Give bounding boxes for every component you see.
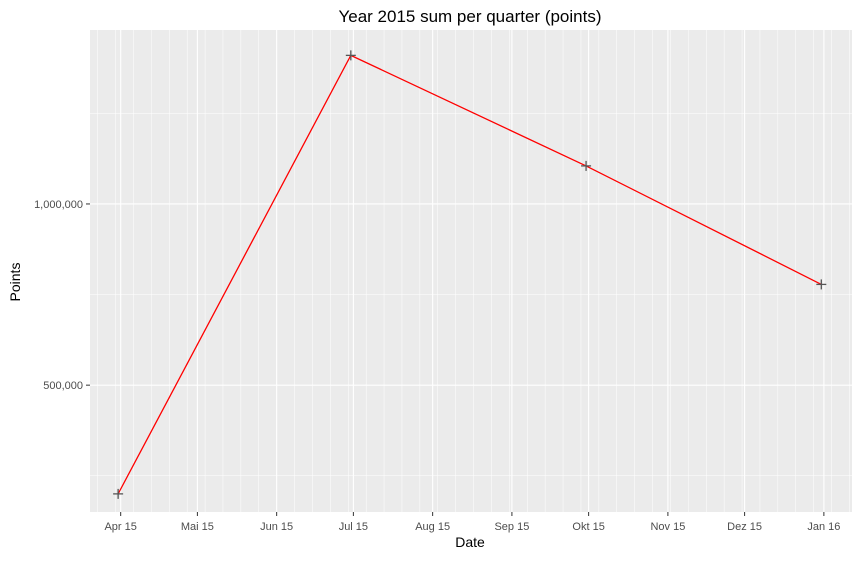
y-axis-label: Points: [7, 263, 23, 302]
x-tick-label: Jul 15: [339, 521, 368, 533]
y-tick-label: 1,000,000: [34, 199, 83, 211]
x-axis: Apr 15 Mai 15 Jun 15 Jul 15 Aug 15 Sep 15 Okt …: [104, 512, 840, 533]
data-point-marker: [816, 279, 827, 290]
chart-title: Year 2015 sum per quarter (points): [338, 7, 601, 26]
x-tick-label: Okt 15: [572, 521, 604, 533]
series-layer: [113, 50, 827, 499]
data-point-marker: [113, 488, 124, 499]
data-point-marker: [345, 50, 356, 61]
x-axis-label: Date: [455, 534, 485, 550]
data-point-marker: [581, 160, 592, 171]
y-axis: 500,000 1,000,000: [34, 199, 90, 392]
x-tick-label: Sep 15: [494, 521, 529, 533]
series-line: [117, 54, 822, 495]
x-tick-label: Aug 15: [415, 521, 450, 533]
y-tick-label: 500,000: [43, 380, 83, 392]
x-tick-label: Jun 15: [260, 521, 293, 533]
x-tick-label: Mai 15: [181, 521, 214, 533]
grid-minor: [90, 30, 852, 512]
x-tick-label: Jan 16: [807, 521, 840, 533]
plot-panel: [90, 30, 852, 512]
x-tick-label: Nov 15: [650, 521, 685, 533]
x-tick-label: Apr 15: [104, 521, 136, 533]
x-tick-label: Dez 15: [727, 521, 762, 533]
grid-major: [90, 30, 852, 512]
